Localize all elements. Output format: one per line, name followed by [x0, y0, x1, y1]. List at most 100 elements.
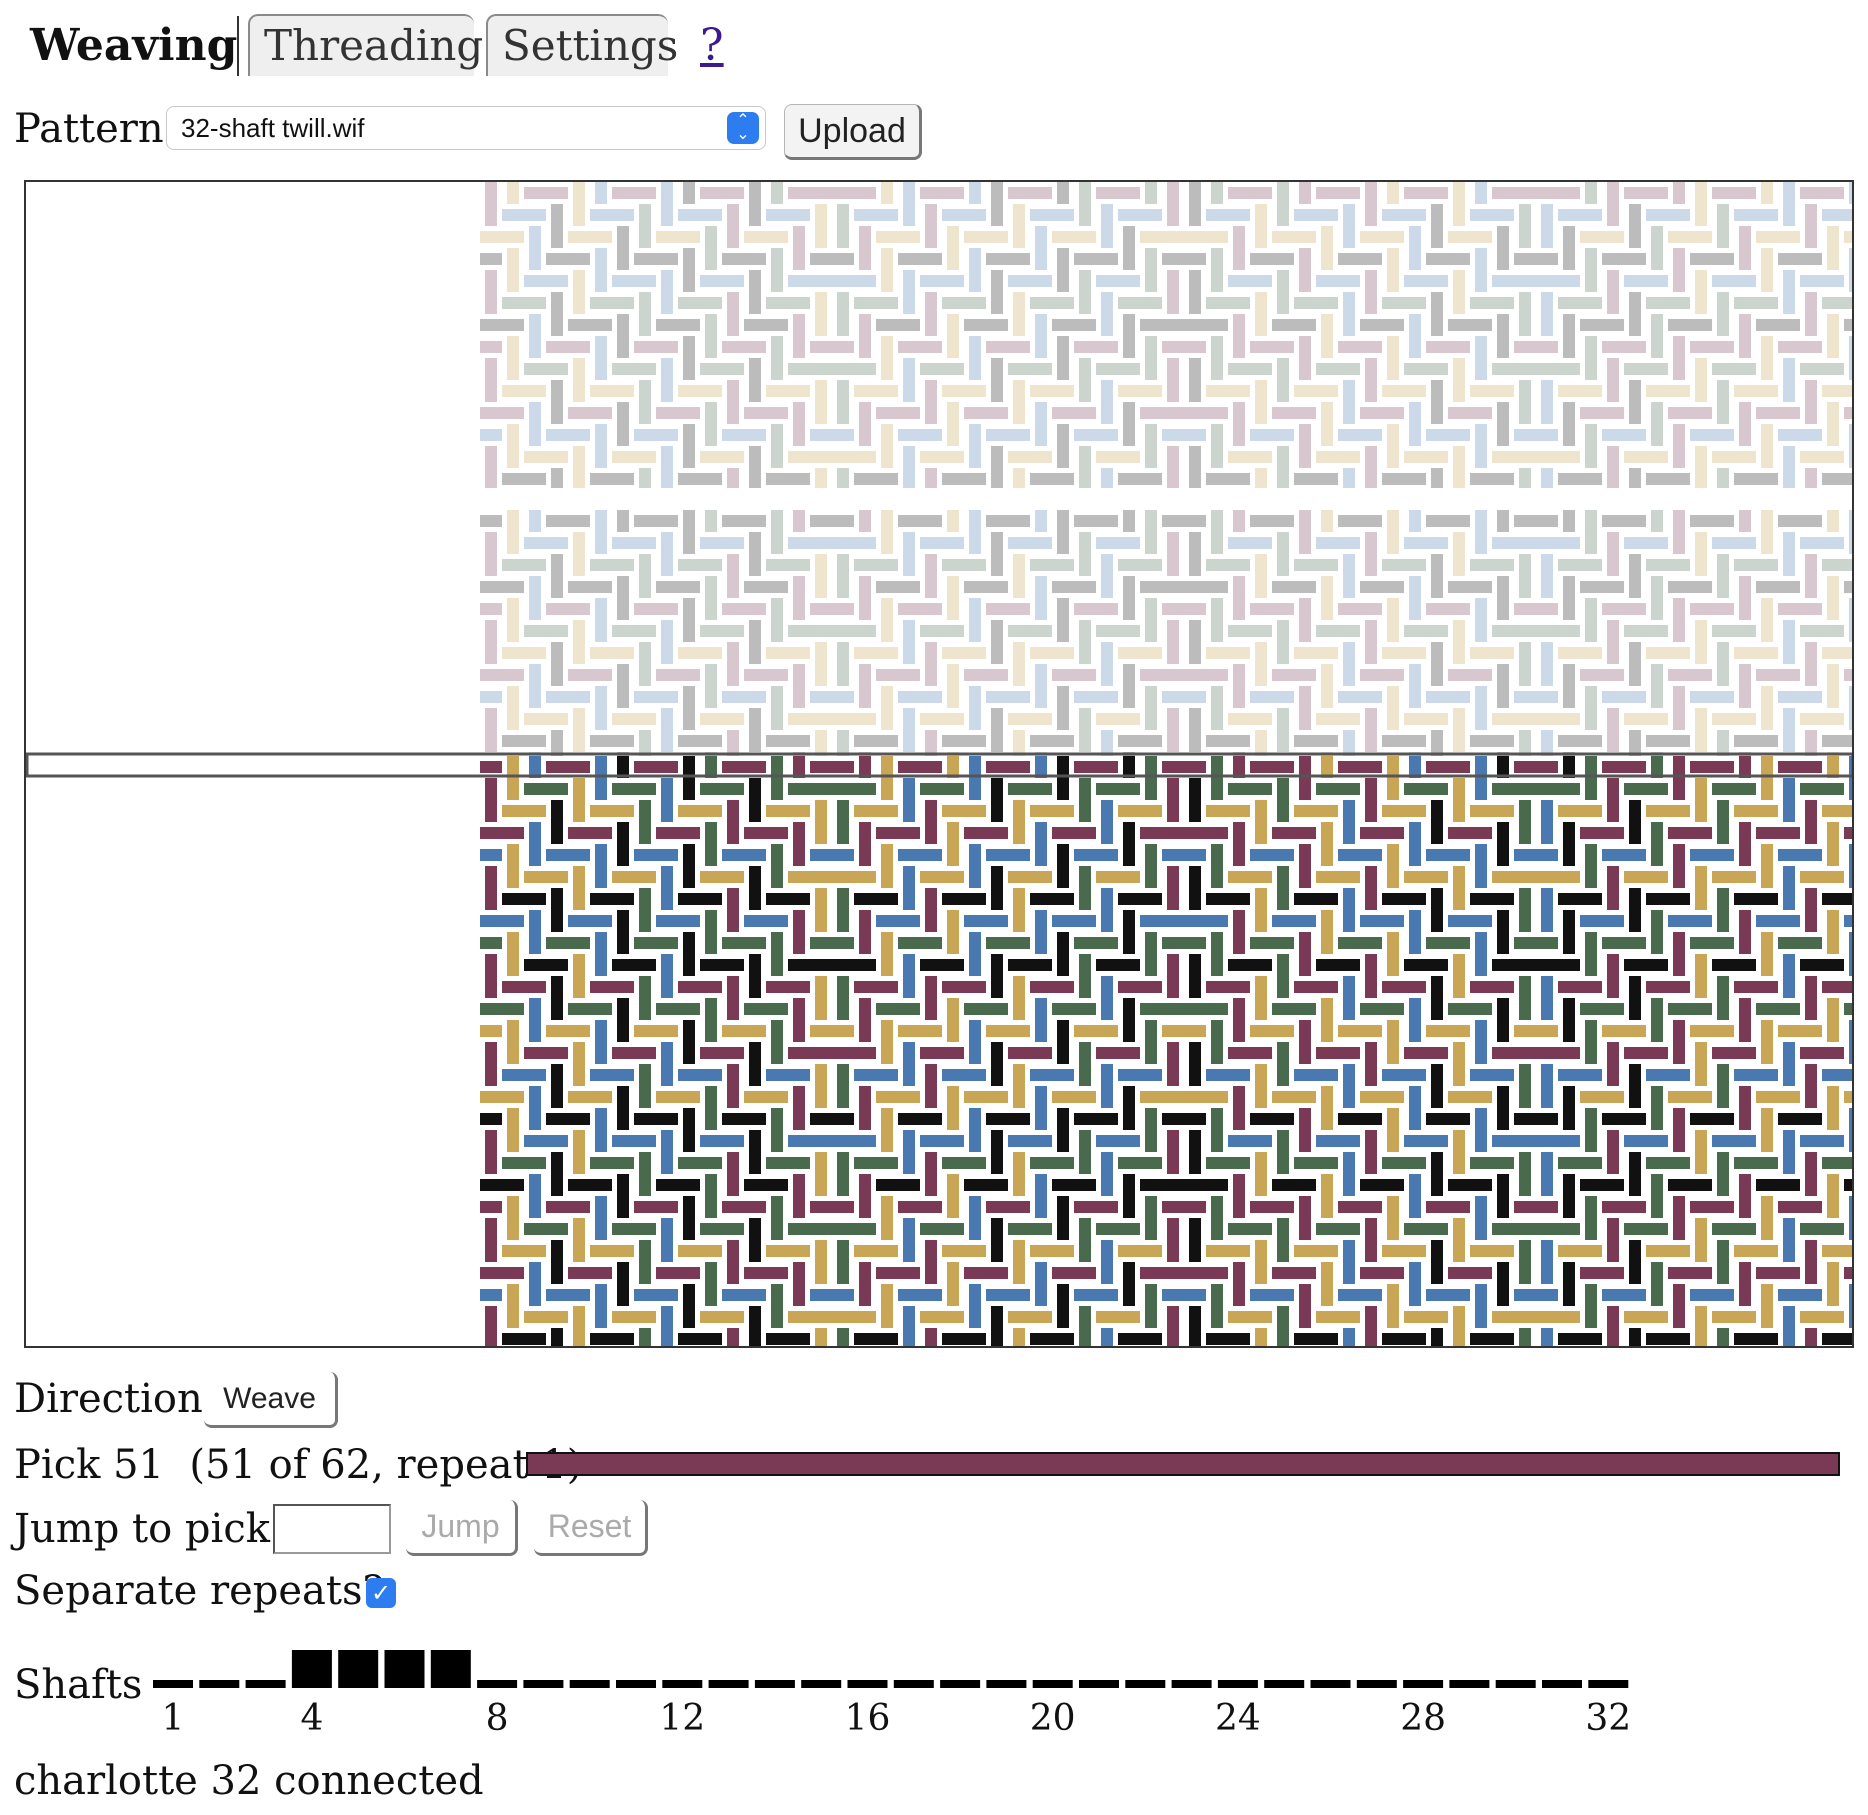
weave-cell [1206, 1333, 1228, 1345]
reset-button[interactable]: Reset [534, 1500, 648, 1556]
weave-cell [1387, 598, 1399, 620]
weave-cell [1035, 226, 1047, 248]
jump-button[interactable]: Jump [406, 1500, 518, 1556]
weave-cell [991, 1240, 1003, 1262]
weave-cell [1783, 954, 1795, 976]
weave-cell [1646, 893, 1668, 905]
weave-cell [568, 515, 590, 527]
weave-cell [1228, 1311, 1250, 1323]
weaving-canvas[interactable] [24, 180, 1854, 1348]
tab-threading[interactable]: Threading [248, 14, 483, 76]
weave-cell [590, 1157, 612, 1169]
weave-cell [1453, 708, 1465, 730]
weave-cell [1387, 532, 1399, 554]
weave-cell [1558, 451, 1580, 463]
weave-cell [1519, 800, 1531, 822]
weave-cell [1338, 1201, 1360, 1213]
weave-cell [1827, 844, 1839, 866]
pattern-select[interactable]: 32-shaft twill.wif ⌃ ⌄ [166, 106, 766, 150]
weave-cell [1074, 1113, 1096, 1125]
weave-cell [1162, 1025, 1184, 1037]
weave-cell [991, 800, 1003, 822]
weave-cell [1739, 248, 1751, 270]
weave-cell [727, 314, 739, 336]
weave-cell [683, 598, 695, 620]
weave-cell [480, 341, 502, 353]
weave-cell [749, 468, 761, 488]
weave-cell [1519, 380, 1531, 402]
weave-cell [881, 1284, 893, 1306]
weave-cell [485, 270, 497, 292]
shaft-28-lowered [1403, 1680, 1444, 1688]
weave-cell [1360, 1179, 1382, 1191]
weave-cell [1343, 468, 1355, 488]
weave-cell [766, 981, 788, 993]
weave-cell [1585, 1108, 1597, 1130]
weave-cell [1475, 1196, 1487, 1218]
weave-cell [964, 1091, 986, 1103]
weave-cell [1096, 625, 1118, 637]
weave-cell [810, 871, 832, 883]
weave-cell [1184, 515, 1206, 527]
weave-cell [1734, 537, 1756, 549]
weave-cell [524, 893, 546, 905]
weave-cell [876, 915, 898, 927]
weave-cell [1673, 1284, 1685, 1306]
weave-cell [1338, 713, 1360, 725]
weave-cell [1211, 598, 1223, 620]
weave-cell [1277, 532, 1289, 554]
weave-cell [1030, 893, 1052, 905]
weave-cell [573, 1152, 585, 1174]
weave-cell [766, 893, 788, 905]
weave-cell [832, 1135, 854, 1147]
weave-cell [1739, 226, 1751, 248]
direction-button[interactable]: Weave [204, 1372, 338, 1428]
weave-cell [1800, 871, 1822, 883]
upload-button[interactable]: Upload [784, 104, 922, 160]
tab-settings[interactable]: Settings [486, 14, 678, 76]
weave-cell [1140, 1267, 1162, 1279]
weave-cell [881, 866, 893, 888]
tab-weaving[interactable]: Weaving [30, 20, 238, 71]
weave-cell [1712, 363, 1734, 375]
help-link[interactable]: ? [700, 20, 724, 71]
weave-cell [1189, 468, 1201, 488]
jump-input[interactable] [273, 1504, 391, 1554]
weave-cell [1162, 341, 1184, 353]
weave-cell [1096, 275, 1118, 287]
weave-cell [1184, 1289, 1206, 1301]
separate-repeats-checkbox[interactable]: ✓ [366, 1578, 396, 1608]
weave-cell [1541, 204, 1553, 226]
weave-cell [1783, 620, 1795, 642]
weave-cell [1453, 1218, 1465, 1240]
weave-cell [1030, 363, 1052, 375]
weave-cell [1145, 424, 1157, 446]
weave-cell [903, 800, 915, 822]
weave-cell [766, 1333, 788, 1345]
weave-cell [590, 209, 612, 221]
weave-cell [590, 669, 612, 681]
weave-cell [661, 1152, 673, 1174]
weave-cell [1475, 446, 1487, 468]
weave-cell [1404, 1333, 1426, 1345]
weave-cell [1536, 625, 1558, 637]
weave-cell [1299, 446, 1311, 468]
weave-cell [1184, 1003, 1206, 1015]
weave-cell [705, 1284, 717, 1306]
weave-cell [1558, 959, 1580, 971]
weave-cell [1272, 669, 1294, 681]
weave-cell [942, 959, 964, 971]
weave-cell [1277, 1240, 1289, 1262]
weave-cell [1849, 932, 1852, 954]
weave-cell [1514, 1113, 1536, 1125]
weave-cell [1448, 1113, 1470, 1125]
weave-cell [1096, 1047, 1118, 1059]
weave-cell [1827, 998, 1839, 1020]
weave-cell [683, 248, 695, 270]
shaft-tick-label: 1 [162, 1698, 185, 1739]
weave-cell [1145, 1284, 1157, 1306]
weave-cell [1206, 893, 1228, 905]
weave-cell [920, 603, 942, 615]
weave-cell [1519, 1174, 1531, 1196]
weave-cell [661, 888, 673, 910]
